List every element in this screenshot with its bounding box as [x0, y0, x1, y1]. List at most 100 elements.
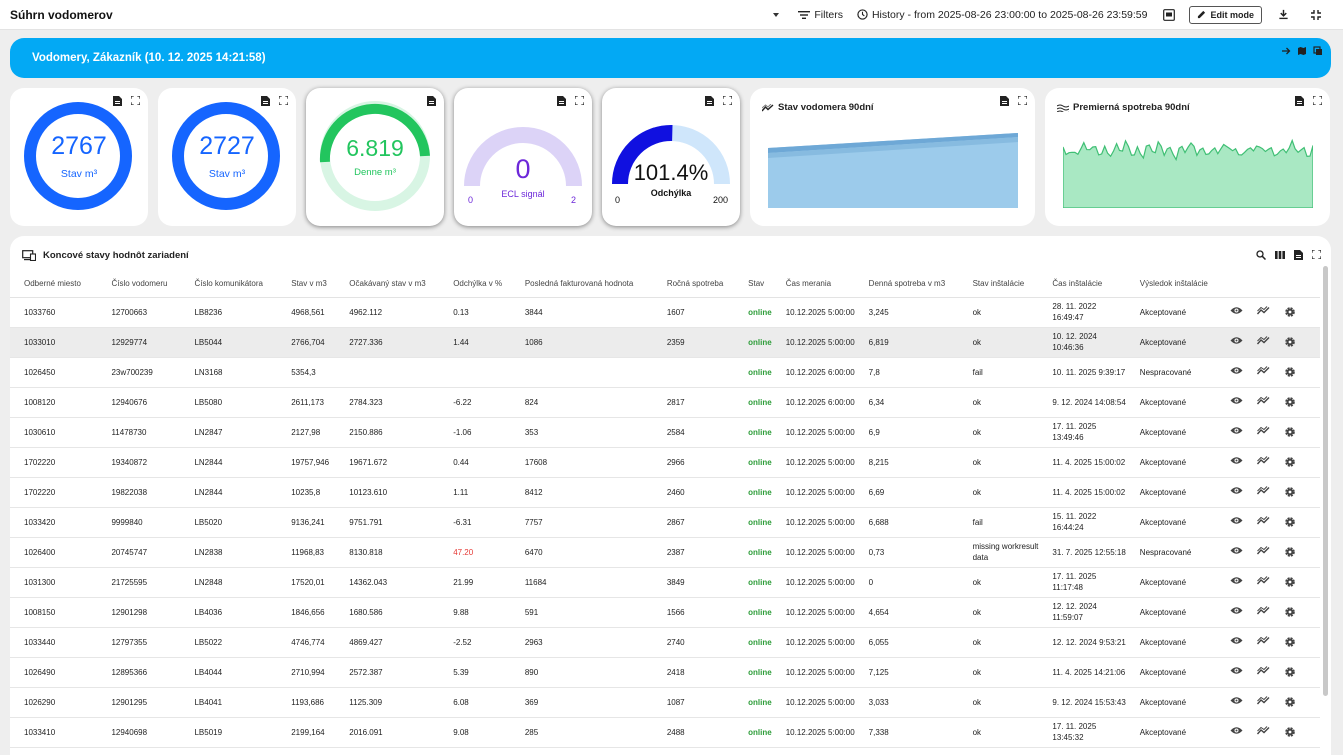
dashboard-dropdown[interactable] [772, 11, 784, 19]
eye-icon[interactable] [1230, 486, 1243, 495]
trend-icon[interactable] [1256, 306, 1270, 315]
table-scrollbar[interactable] [1323, 266, 1328, 696]
eye-icon[interactable] [1230, 546, 1243, 555]
file-icon[interactable] [427, 96, 436, 106]
trend-icon[interactable] [1256, 456, 1270, 465]
column-header[interactable]: Čas merania [771, 270, 855, 298]
gear-icon[interactable] [1284, 516, 1296, 528]
edit-mode-button[interactable]: Edit mode [1189, 5, 1262, 24]
table-row[interactable]: 1030610 11478730 LN2847 2127,98 2150.886 -1.0… [10, 417, 1320, 448]
eye-icon[interactable] [1230, 636, 1243, 645]
column-header[interactable]: Očakávaný stav v m3 [335, 270, 440, 298]
trend-icon[interactable] [1256, 696, 1270, 705]
fullscreen-exit-button[interactable] [1311, 9, 1325, 20]
trend-icon[interactable] [1256, 336, 1270, 345]
column-header[interactable]: Posledná fakturovaná hodnota [510, 270, 653, 298]
column-header[interactable]: Stav v m3 [277, 270, 336, 298]
history-button[interactable]: History - from 2025-08-26 23:00:00 to 20… [857, 9, 1147, 21]
gear-icon[interactable] [1284, 306, 1296, 318]
gear-icon[interactable] [1284, 456, 1296, 468]
trend-icon[interactable] [1256, 366, 1270, 375]
column-header[interactable]: Odchýlka v % [439, 270, 511, 298]
table-row[interactable]: 1026450 23w700239 LN3168 5354,3 online 10.12.… [10, 357, 1320, 388]
gear-icon[interactable] [1284, 636, 1296, 648]
layers-icon[interactable] [1313, 46, 1323, 56]
table-row[interactable]: 1008120 12940676 LB5080 2611,173 2784.323 -6.… [10, 387, 1320, 418]
table-row[interactable]: 1702220 19822038 LN2844 10235,8 10123.610 1.1… [10, 477, 1320, 508]
file-icon[interactable] [557, 96, 566, 106]
download-button[interactable] [1278, 9, 1293, 20]
file-icon[interactable] [705, 96, 714, 106]
gear-icon[interactable] [1284, 486, 1296, 498]
column-header[interactable]: Číslo komunikátora [180, 270, 278, 298]
column-header[interactable]: Číslo vodomeru [97, 270, 181, 298]
gear-icon[interactable] [1284, 336, 1296, 348]
eye-icon[interactable] [1230, 726, 1243, 735]
table-row[interactable]: 1033440 12797355 LB5022 4746,774 4869.427 -2.… [10, 627, 1320, 658]
column-header[interactable]: Stav inštalácie [958, 270, 1039, 298]
map-icon[interactable] [1297, 46, 1307, 56]
column-header[interactable]: Stav [734, 270, 772, 298]
trend-icon[interactable] [1256, 546, 1270, 555]
gear-icon[interactable] [1284, 696, 1296, 708]
table-row[interactable]: 1008150 12901298 LB4036 1846,656 1680.586 9.8… [10, 597, 1320, 628]
table-row[interactable]: 1033010 12929774 LB5044 2766,704 2727.336 1.4… [10, 327, 1320, 358]
eye-icon[interactable] [1230, 666, 1243, 675]
arrow-right-icon[interactable] [1281, 46, 1291, 56]
gear-icon[interactable] [1284, 666, 1296, 678]
gear-icon[interactable] [1284, 396, 1296, 408]
gear-icon[interactable] [1284, 576, 1296, 588]
table-row[interactable]: 1033410 12940698 LB5019 2199,164 2016.091 9.0… [10, 717, 1320, 748]
column-header[interactable]: Ročná spotreba [652, 270, 735, 298]
trend-icon[interactable] [1256, 396, 1270, 405]
file-icon[interactable] [1000, 96, 1009, 106]
trend-icon[interactable] [1256, 426, 1270, 435]
fullscreen-icon[interactable] [1312, 250, 1321, 259]
trend-icon[interactable] [1256, 666, 1270, 675]
eye-icon[interactable] [1230, 576, 1243, 585]
table-row[interactable]: 1026490 12895366 LB4044 2710,994 2572.387 5.3… [10, 657, 1320, 688]
trend-icon[interactable] [1256, 636, 1270, 645]
trend-icon[interactable] [1256, 516, 1270, 525]
gear-icon[interactable] [1284, 726, 1296, 738]
column-header[interactable]: Výsledok inštalácie [1125, 270, 1222, 298]
file-icon[interactable] [1295, 96, 1304, 106]
eye-icon[interactable] [1230, 366, 1243, 375]
eye-icon[interactable] [1230, 456, 1243, 465]
eye-icon[interactable] [1230, 396, 1243, 405]
column-header[interactable]: Denná spotreba v m3 [854, 270, 959, 298]
gear-icon[interactable] [1284, 366, 1296, 378]
fullscreen-icon[interactable] [1018, 96, 1027, 105]
eye-icon[interactable] [1230, 306, 1243, 315]
trend-icon[interactable] [1256, 606, 1270, 615]
eye-icon[interactable] [1230, 606, 1243, 615]
table-row[interactable]: 1033760 12700663 LB8236 4968,561 4962.112 0.1… [10, 297, 1320, 328]
fullscreen-icon[interactable] [723, 96, 732, 105]
eye-icon[interactable] [1230, 516, 1243, 525]
file-icon[interactable] [261, 96, 270, 106]
fullscreen-icon[interactable] [575, 96, 584, 105]
columns-icon[interactable] [1275, 250, 1285, 260]
column-header[interactable]: Odberné miesto [10, 270, 98, 298]
table-row[interactable]: 1033420 9999840 LB5020 9136,241 9751.791 -6.3… [10, 507, 1320, 538]
gear-icon[interactable] [1284, 606, 1296, 618]
trend-icon[interactable] [1256, 726, 1270, 735]
table-row[interactable]: 1026290 12901295 LB4041 1193,686 1125.309 6.0… [10, 687, 1320, 718]
table-row[interactable]: 1702220 19340872 LN2844 19757,946 19671.672 0… [10, 447, 1320, 478]
filters-button[interactable]: Filters [798, 9, 843, 21]
column-header[interactable]: Čas inštalácie [1038, 270, 1126, 298]
table-row[interactable]: 1026400 20745747 LN2838 11968,83 8130.818 47.… [10, 537, 1320, 568]
screenshot-button[interactable] [1163, 8, 1179, 21]
trend-icon[interactable] [1256, 486, 1270, 495]
eye-icon[interactable] [1230, 336, 1243, 345]
gear-icon[interactable] [1284, 426, 1296, 438]
trend-icon[interactable] [1256, 576, 1270, 585]
eye-icon[interactable] [1230, 426, 1243, 435]
table-row[interactable]: 1031300 21725595 LN2848 17520,01 14362.043 21… [10, 567, 1320, 598]
file-icon[interactable] [113, 96, 122, 106]
file-icon[interactable] [1294, 250, 1303, 260]
gear-icon[interactable] [1284, 546, 1296, 558]
fullscreen-icon[interactable] [1313, 96, 1322, 105]
eye-icon[interactable] [1230, 696, 1243, 705]
search-icon[interactable] [1256, 250, 1266, 260]
